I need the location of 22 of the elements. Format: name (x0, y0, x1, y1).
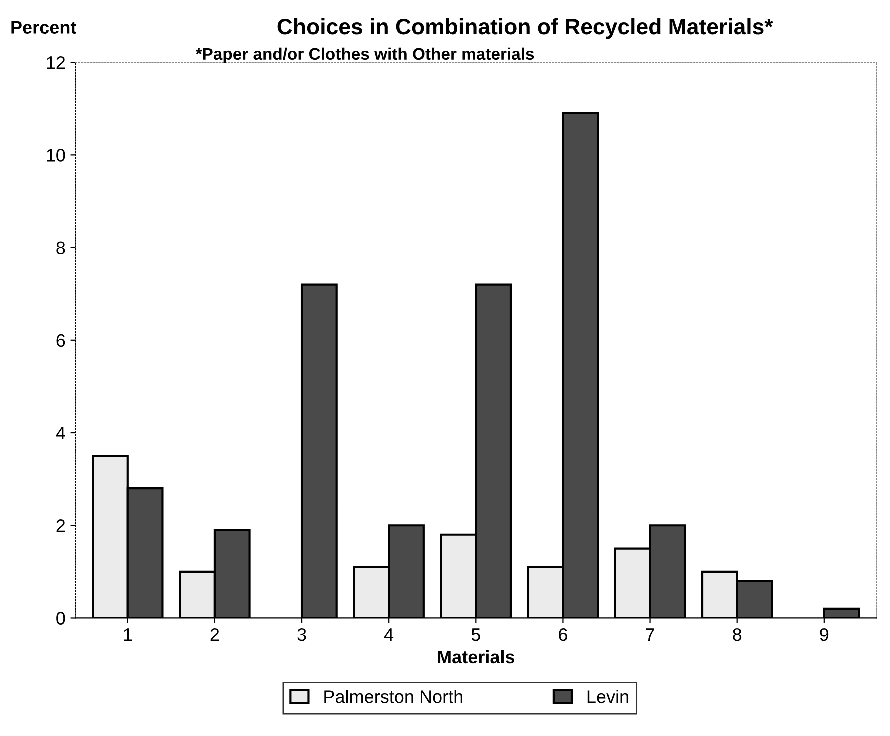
x-axis-title: Materials (438, 650, 515, 664)
x-tick-label: 2 (210, 628, 220, 642)
legend-label: Levin (588, 690, 628, 704)
x-tick-label: 5 (472, 628, 480, 642)
x-tick-label: 8 (733, 628, 742, 642)
chart-title: Choices in Combination of Recycled Materials* (278, 18, 774, 40)
x-tick-label: 3 (298, 628, 306, 642)
y-tick-label: 10 (47, 149, 66, 162)
y-tick-label: 6 (56, 334, 66, 348)
y-axis-title: Percent (12, 21, 77, 34)
x-tick-label: 9 (820, 628, 829, 642)
x-tick-label: 6 (559, 628, 568, 642)
x-tick-label: 1 (124, 628, 132, 642)
x-tick-label: 7 (646, 628, 654, 642)
y-tick-label: 4 (56, 427, 66, 440)
y-tick-label: 12 (47, 56, 66, 70)
chart-subtitle: *Paper and/or Clothes with Other materials (196, 48, 534, 64)
x-tick-label: 4 (384, 628, 394, 642)
legend-label: Palmerston North (324, 690, 462, 704)
y-tick-label: 2 (56, 520, 66, 532)
y-tick-label: 0 (56, 612, 66, 625)
y-tick-label: 8 (56, 242, 66, 255)
